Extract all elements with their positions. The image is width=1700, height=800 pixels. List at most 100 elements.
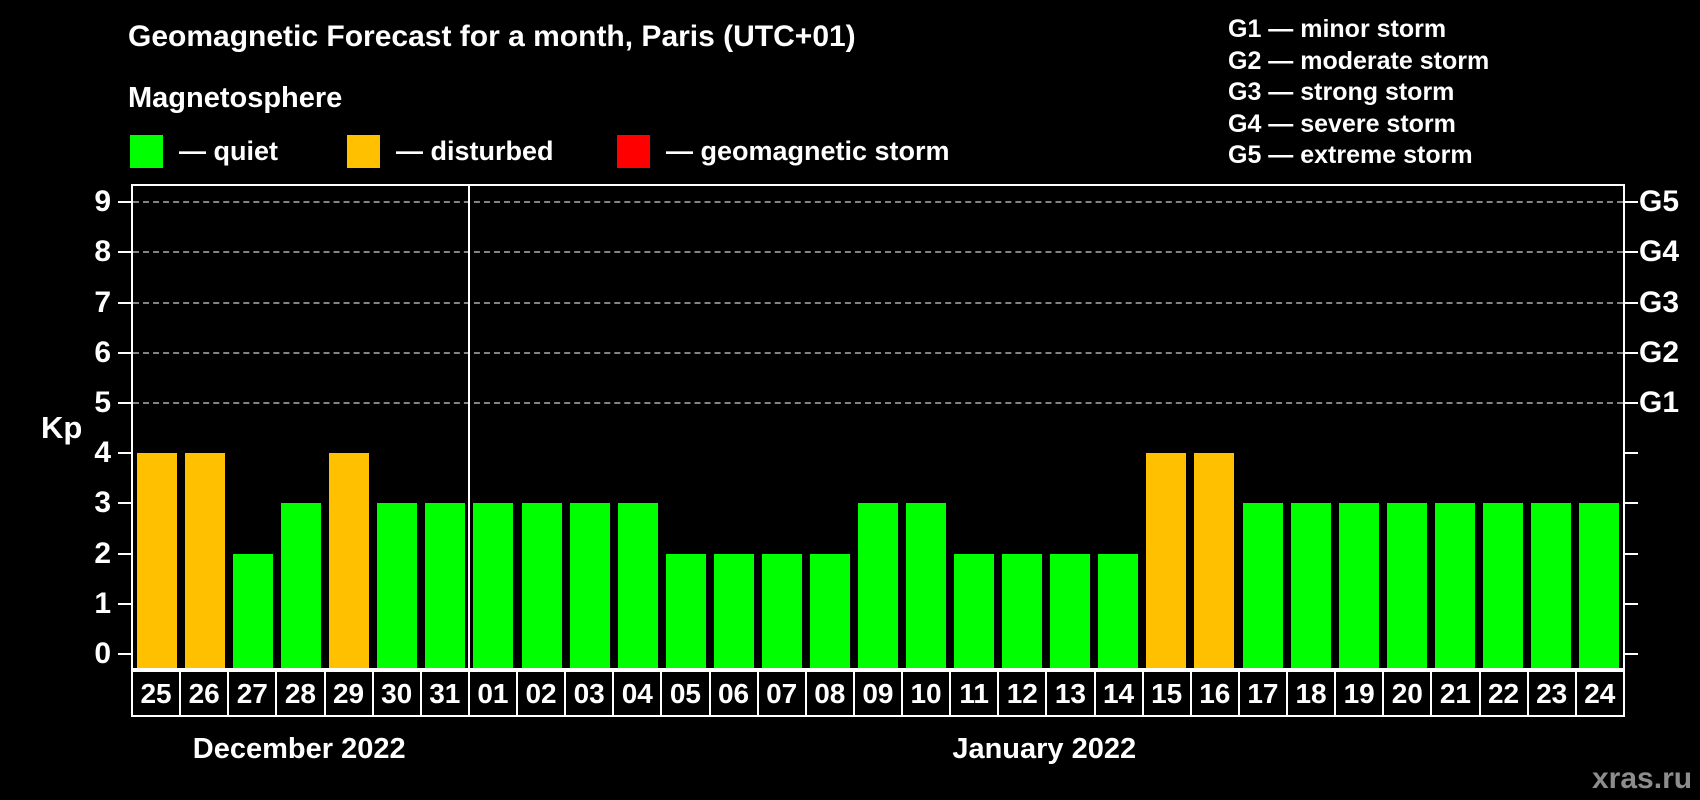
kp-bar [1242,503,1283,668]
kp-bar [1386,503,1427,668]
storm-level-gridline [133,201,1623,204]
day-cell: 14 [1093,670,1144,717]
kp-bar [1578,503,1619,668]
g-scale-label: G2 [1639,335,1680,369]
kp-bar [617,503,658,668]
month-label: December 2022 [192,733,406,765]
quiet-swatch-icon [130,135,163,168]
kp-bar [329,453,370,668]
day-cell: 11 [949,670,1000,717]
day-cell: 09 [852,670,903,717]
y-axis-tick [1625,301,1638,304]
kp-bar [809,553,850,668]
y-tick-label: 8 [94,235,111,269]
kp-bar [233,553,274,668]
kp-bar [1434,503,1475,668]
y-axis-tick [1625,452,1638,455]
y-axis-tick [1625,653,1638,655]
day-cell: 21 [1430,670,1481,717]
day-cell: 25 [131,670,182,717]
y-axis-tick [118,201,131,204]
y-tick-label: 5 [94,386,111,419]
kp-bar [473,503,514,668]
day-cell: 27 [227,670,278,717]
day-cell: 31 [419,670,470,717]
y-axis-tick [118,402,131,404]
storm-level-gridline [133,251,1623,254]
day-cell: 04 [612,670,663,717]
legend-label: — geomagnetic storm [666,136,950,166]
day-axis-row: 25 26 27 28 29 30 31 01 02 03 04 05 06 07 08 09 10 11 12 13… [131,670,1625,717]
kp-bar [521,503,562,668]
kp-bar [1338,503,1379,668]
g-scale-label: G1 [1639,386,1680,419]
g-scale-label: G3 [1639,285,1680,319]
y-axis-tick [1625,251,1638,254]
kp-bar [1290,503,1331,668]
day-cell: 01 [467,670,518,717]
y-tick-label: 9 [94,185,111,219]
y-axis-tick [1625,502,1638,505]
day-cell: 08 [804,670,855,717]
legend-label: — disturbed [396,136,554,166]
day-cell: 06 [708,670,759,717]
storm-level-gridline [133,402,1623,404]
y-tick-label: 7 [94,285,111,319]
y-axis-tick [118,602,131,605]
g-scale-label: G4 [1639,235,1680,269]
g1-legend-line: G1 — minor storm [1228,15,1447,43]
day-cell: 20 [1382,670,1433,717]
kp-bar [281,503,322,668]
magnetosphere-label: Magnetosphere [128,82,343,114]
day-cell: 17 [1237,670,1288,717]
y-axis-tick [1625,552,1638,555]
disturbed-swatch-icon [347,135,380,168]
kp-bar [137,453,178,668]
y-axis-tick [118,301,131,304]
g2-legend-line: G2 — moderate storm [1228,46,1490,75]
kp-bar [761,553,802,668]
kp-bar [954,553,995,668]
g-scale-label: G5 [1639,185,1680,219]
y-axis-tick [1625,602,1638,605]
y-axis-tick [1625,402,1638,404]
y-axis-tick [1625,351,1638,354]
storm-swatch-icon [617,135,650,168]
day-cell: 28 [275,670,326,717]
watermark: xras.ru [1592,762,1693,795]
kp-bar [1098,553,1139,668]
y-axis-tick [118,452,131,455]
kp-bar [377,503,418,668]
legend-item-quiet: — quiet [130,135,278,168]
day-cell: 16 [1189,670,1240,717]
legend-label: — quiet [179,136,278,166]
day-cell: 13 [1045,670,1096,717]
kp-bar [425,503,466,668]
day-cell: 03 [564,670,615,717]
kp-axis-label: Kp [41,410,83,446]
legend-item-disturbed: — disturbed [347,135,554,168]
y-tick-label: 3 [94,486,111,520]
y-axis-tick [118,552,131,555]
y-tick-label: 0 [94,637,111,670]
kp-bar [1050,553,1091,668]
day-cell: 10 [901,670,952,717]
y-axis-tick [118,653,131,655]
y-axis-tick [118,351,131,354]
kp-bar [906,503,947,668]
day-cell: 18 [1286,670,1337,717]
storm-level-gridline [133,301,1623,304]
day-cell: 19 [1334,670,1385,717]
kp-bar [1002,553,1043,668]
y-tick-label: 4 [94,436,111,470]
y-axis-tick [118,251,131,254]
day-cell: 29 [323,670,374,717]
kp-bar [185,453,226,668]
kp-bar [858,503,898,668]
day-cell: 12 [997,670,1048,717]
y-tick-label: 1 [94,586,111,620]
y-axis-tick [118,502,131,505]
kp-bar [569,503,610,668]
day-cell: 07 [756,670,807,717]
